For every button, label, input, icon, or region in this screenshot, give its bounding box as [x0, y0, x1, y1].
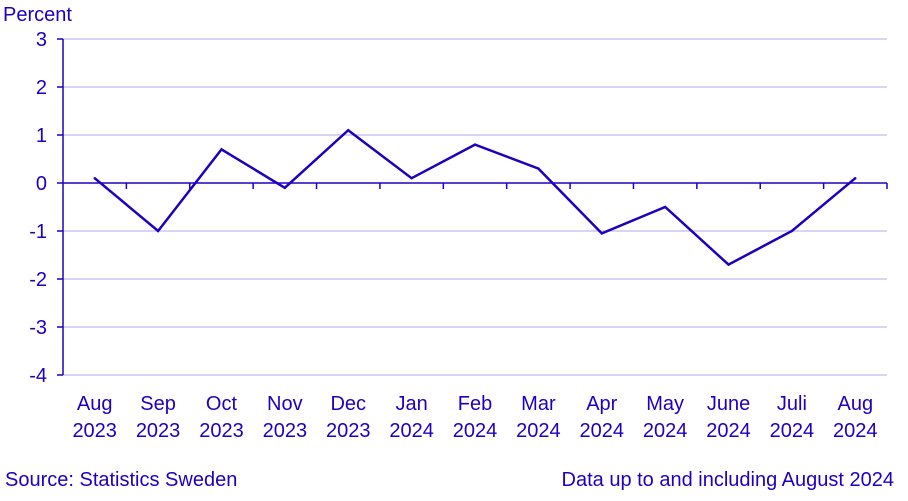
- data-point: [473, 143, 477, 146]
- y-tick-label: 1: [36, 125, 47, 147]
- series-line: [93, 128, 857, 267]
- data-point: [854, 177, 857, 180]
- series-layer: [93, 128, 857, 267]
- axes: [57, 38, 888, 376]
- data-point: [347, 129, 350, 132]
- y-axis-label: Percent: [3, 4, 72, 26]
- x-tick-label: Dec 2023: [326, 393, 371, 442]
- data-point: [156, 229, 160, 233]
- data-point: [790, 229, 794, 233]
- data-coverage-note: Data up to and including August 2024: [561, 469, 894, 491]
- data-point: [410, 177, 413, 180]
- x-tick-label: Oct 2023: [199, 393, 244, 442]
- data-point: [93, 177, 96, 180]
- tick-labels: -4 -3 -2 -1 0 1 2 3 Aug 2023 Sep 2023 Oct 2023 Nov 2023…: [29, 29, 877, 442]
- x-tick-label: Mar 2024: [516, 393, 561, 442]
- y-tick-label: 2: [36, 77, 47, 99]
- y-tick-label: 3: [36, 29, 47, 51]
- data-point: [283, 186, 287, 189]
- x-tick-label: Nov 2023: [263, 393, 308, 442]
- x-tick-label: Sep 2023: [136, 393, 181, 442]
- data-point: [663, 205, 667, 209]
- x-tick-label: Aug 2024: [833, 393, 878, 442]
- source-note: Source: Statistics Sweden: [5, 469, 238, 491]
- y-tick-label: -3: [29, 317, 47, 339]
- data-point: [220, 148, 223, 151]
- y-tick-label: -1: [29, 221, 47, 243]
- y-tick-label: -4: [29, 365, 47, 387]
- data-point: [727, 263, 730, 266]
- x-tick-label: Jan 2024: [389, 393, 434, 442]
- data-point: [537, 167, 540, 170]
- data-point: [600, 232, 603, 235]
- x-tick-label: Juli 2024: [770, 393, 815, 442]
- y-tick-label: -2: [29, 269, 47, 291]
- x-tick-label: May 2024: [643, 393, 688, 442]
- x-tick-label: June 2024: [706, 393, 751, 442]
- y-tick-label: 0: [36, 173, 47, 195]
- gridlines: [63, 38, 887, 376]
- x-tick-label: Feb 2024: [453, 393, 498, 442]
- x-tick-label: Aug 2023: [72, 393, 117, 442]
- x-tick-label: Apr 2024: [580, 393, 625, 442]
